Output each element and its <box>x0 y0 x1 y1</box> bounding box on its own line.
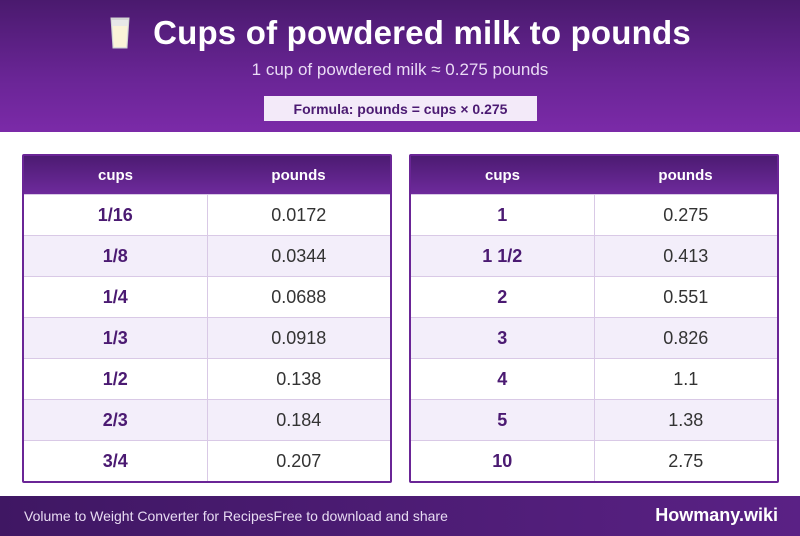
table-row: 2 0.551 <box>411 276 777 317</box>
pounds-cell: 0.0344 <box>271 245 327 266</box>
table-row: 1 1/2 0.413 <box>411 235 777 276</box>
formula-badge: Formula: pounds = cups × 0.275 <box>264 96 537 121</box>
page-title: Cups of powdered milk to pounds <box>153 14 691 51</box>
column-header-cups: cups <box>97 166 133 184</box>
conversion-table-left: cups pounds 1/16 0.0172 1/8 0.0344 1/4 0.06… <box>22 154 392 483</box>
cups-cell: 1/3 <box>24 318 208 358</box>
cups-cell: 5 <box>411 400 595 440</box>
table-row: 1/4 0.0688 <box>24 276 390 317</box>
table-row: 1/8 0.0344 <box>24 235 390 276</box>
pounds-cell: 2.75 <box>668 450 704 471</box>
table-body: 1 0.275 1 1/2 0.413 2 0.551 3 0.826 4 1.1 5 1.… <box>411 194 777 481</box>
table-row: 5 1.38 <box>411 399 777 440</box>
table-row: 3/4 0.207 <box>24 440 390 481</box>
cups-cell: 3 <box>411 318 595 358</box>
pounds-cell: 0.275 <box>663 204 709 225</box>
footer-caption: Volume to Weight Converter for RecipesFr… <box>24 508 448 524</box>
cups-cell: 1 1/2 <box>411 236 595 276</box>
cups-cell: 1/4 <box>24 277 208 317</box>
table-row: 3 0.826 <box>411 317 777 358</box>
pounds-cell: 0.551 <box>663 286 709 307</box>
table-header: cups pounds <box>411 156 777 194</box>
cups-cell: 1/16 <box>24 195 208 235</box>
table-row: 1/2 0.138 <box>24 358 390 399</box>
pounds-cell: 0.0172 <box>271 204 327 225</box>
table-row: 1/16 0.0172 <box>24 194 390 235</box>
header-banner: Cups of powdered milk to pounds 1 cup of… <box>0 0 800 132</box>
cups-cell: 3/4 <box>24 441 208 481</box>
conversion-table-right: cups pounds 1 0.275 1 1/2 0.413 2 0.551 3 0.… <box>409 154 779 483</box>
page-subtitle: 1 cup of powdered milk ≈ 0.275 pounds <box>251 60 549 79</box>
column-header-pounds: pounds <box>658 166 713 184</box>
cups-cell: 2/3 <box>24 400 208 440</box>
cups-cell: 1/8 <box>24 236 208 276</box>
pounds-cell: 0.0918 <box>271 327 327 348</box>
cups-cell: 10 <box>411 441 595 481</box>
table-row: 1 0.275 <box>411 194 777 235</box>
pounds-cell: 0.138 <box>276 368 322 389</box>
cups-cell: 1 <box>411 195 595 235</box>
pounds-cell: 0.413 <box>663 245 709 266</box>
table-row: 2/3 0.184 <box>24 399 390 440</box>
cups-cell: 1/2 <box>24 359 208 399</box>
table-row: 4 1.1 <box>411 358 777 399</box>
pounds-cell: 0.826 <box>663 327 709 348</box>
pounds-cell: 1.1 <box>673 368 699 389</box>
column-header-cups: cups <box>484 166 520 184</box>
footer-bar: Volume to Weight Converter for RecipesFr… <box>0 496 800 536</box>
table-header: cups pounds <box>24 156 390 194</box>
table-row: 1/3 0.0918 <box>24 317 390 358</box>
title-row: Cups of powdered milk to pounds <box>0 14 800 52</box>
cups-cell: 4 <box>411 359 595 399</box>
brand-name: Howmany.wiki <box>655 505 778 525</box>
table-body: 1/16 0.0172 1/8 0.0344 1/4 0.0688 1/3 0.0918… <box>24 194 390 481</box>
pounds-cell: 0.0688 <box>271 286 327 307</box>
footer-share-note: Free to download and share <box>273 508 448 524</box>
cups-cell: 2 <box>411 277 595 317</box>
milk-glass-icon <box>109 16 131 50</box>
footer-tagline: Volume to Weight Converter for Recipes <box>24 508 274 524</box>
table-row: 10 2.75 <box>411 440 777 481</box>
pounds-cell: 0.207 <box>276 450 322 471</box>
column-header-pounds: pounds <box>271 166 326 184</box>
pounds-cell: 1.38 <box>668 409 704 430</box>
pounds-cell: 0.184 <box>276 409 322 430</box>
